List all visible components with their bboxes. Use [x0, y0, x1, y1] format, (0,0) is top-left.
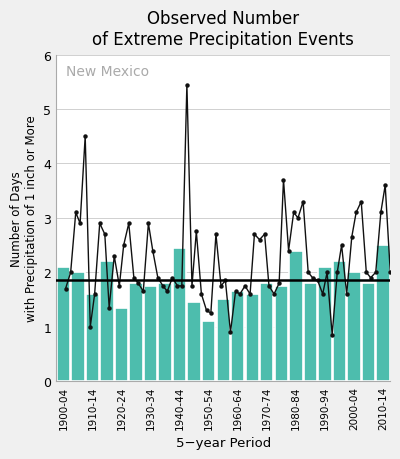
Bar [362, 284, 375, 381]
Bar [304, 284, 317, 381]
Bar [333, 262, 346, 381]
Text: New Mexico: New Mexico [66, 65, 149, 79]
Bar [216, 300, 230, 381]
Bar [100, 262, 114, 381]
Bar [115, 308, 128, 381]
Bar [231, 291, 244, 381]
Title: Observed Number
of Extreme Precipitation Events: Observed Number of Extreme Precipitation… [92, 10, 354, 48]
X-axis label: 5−year Period: 5−year Period [176, 437, 271, 449]
Bar [289, 251, 302, 381]
Y-axis label: Number of Days
with Precipitation of 1 inch or More: Number of Days with Precipitation of 1 i… [10, 115, 38, 322]
Bar [275, 286, 288, 381]
Bar [129, 284, 143, 381]
Bar [318, 267, 332, 381]
Bar [71, 273, 85, 381]
Bar [347, 273, 361, 381]
Bar [158, 284, 172, 381]
Bar [260, 284, 274, 381]
Bar [86, 294, 99, 381]
Bar [173, 248, 186, 381]
Bar [188, 302, 201, 381]
Bar [202, 322, 215, 381]
Bar [57, 267, 70, 381]
Bar [144, 286, 157, 381]
Bar [246, 294, 259, 381]
Bar [376, 246, 390, 381]
